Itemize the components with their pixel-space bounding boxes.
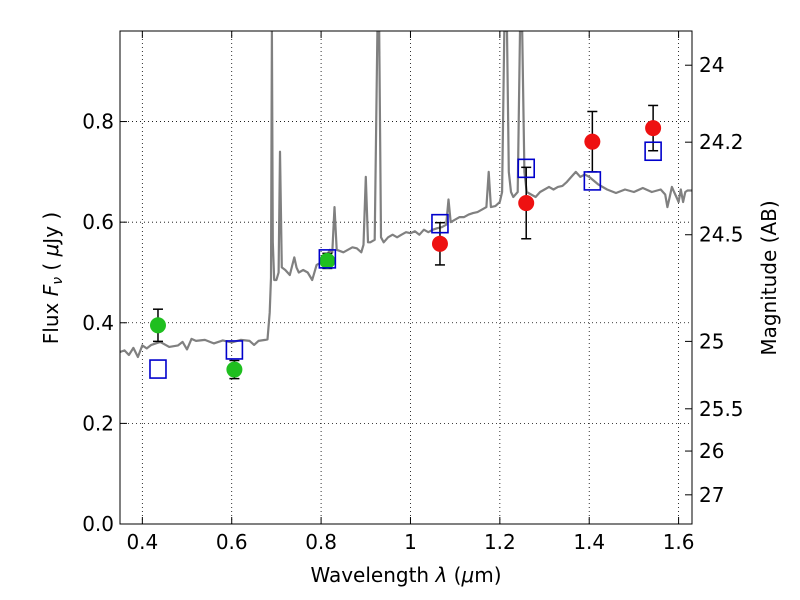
y-tick-label: 0.0 bbox=[82, 512, 114, 536]
plot-area bbox=[120, 31, 692, 380]
grid bbox=[120, 31, 692, 525]
x-tick-label: 0.6 bbox=[216, 530, 248, 554]
right-tick-label: 24 bbox=[699, 53, 724, 77]
x-tick-label: 1.2 bbox=[484, 530, 516, 554]
right-tick-label: 24.5 bbox=[699, 223, 744, 247]
data-point bbox=[645, 120, 662, 137]
x-tick-label: 1 bbox=[404, 530, 417, 554]
right-tick-label: 25 bbox=[699, 329, 724, 353]
x-tick-label: 1.4 bbox=[573, 530, 605, 554]
x-tick-label: 1.6 bbox=[663, 530, 695, 554]
model-square bbox=[517, 158, 536, 179]
data-point bbox=[226, 361, 243, 378]
model-square bbox=[318, 249, 337, 269]
x-tick-label: 0.8 bbox=[305, 530, 337, 554]
x-tick-label: 0.4 bbox=[126, 530, 158, 554]
right-tick-label: 24.2 bbox=[699, 130, 744, 154]
right-tick-label: 26 bbox=[699, 439, 724, 463]
y-axis-title: Flux Fν ( μJy ) bbox=[39, 212, 66, 344]
model-square bbox=[431, 213, 449, 234]
right-tick-label: 27 bbox=[699, 483, 724, 507]
model-square bbox=[225, 340, 244, 360]
data-point bbox=[149, 317, 166, 334]
model-square bbox=[149, 359, 167, 379]
data-point bbox=[518, 195, 535, 212]
axis-ticks: 0.4 0.6 0.8 1 1.2 1.4 1.6 0.0 0.2 0.4 0.6 0.8 24 24.2… bbox=[82, 31, 744, 554]
x-axis-title: Wavelength λ (μm) bbox=[310, 563, 501, 587]
right-tick-label: 25.5 bbox=[699, 397, 744, 421]
y-axis-title-right: Magnitude (AB) bbox=[757, 200, 781, 355]
data-point bbox=[584, 133, 601, 150]
model-square bbox=[583, 171, 602, 191]
y-tick-label: 0.4 bbox=[82, 311, 114, 335]
data-point bbox=[431, 235, 448, 252]
y-tick-label: 0.8 bbox=[82, 110, 114, 134]
plot-frame bbox=[119, 30, 693, 525]
y-tick-label: 0.6 bbox=[82, 210, 114, 234]
spectrum-line bbox=[120, 31, 692, 359]
data-point bbox=[319, 252, 336, 269]
y-tick-label: 0.2 bbox=[82, 411, 114, 435]
model-square bbox=[644, 141, 662, 162]
